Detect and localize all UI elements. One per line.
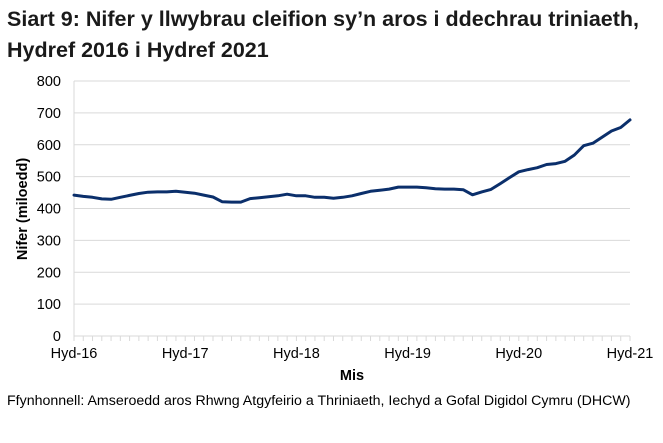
x-tick-label: Hyd-17 — [162, 346, 209, 362]
y-tick-label: 800 — [37, 74, 61, 90]
x-tick-label: Hyd-18 — [273, 346, 320, 362]
x-axis-ticks: Hyd-16 Hyd-17 Hyd-18 Hyd-19 Hyd-20 Hyd-21 — [51, 336, 654, 362]
y-axis-ticks: 0 100 200 300 400 500 600 700 800 — [37, 74, 61, 345]
y-axis-label: Nifer (miloedd) — [15, 158, 31, 260]
data-line — [72, 118, 632, 204]
source-note: Ffynhonnell: Amseroedd aros Rhwng Atgyfe… — [7, 393, 631, 409]
y-tick-label: 200 — [37, 265, 61, 281]
x-tick-label: Hyd-21 — [607, 346, 654, 362]
y-tick-label: 300 — [37, 233, 61, 249]
x-tick-label: Hyd-20 — [495, 346, 542, 362]
y-tick-label: 100 — [37, 297, 61, 313]
x-tick-label: Hyd-19 — [384, 346, 431, 362]
x-tick-label: Hyd-16 — [51, 346, 98, 362]
y-tick-label: 0 — [53, 329, 61, 345]
chart-title: Siart 9: Nifer y llwybrau cleifion sy’n … — [7, 7, 640, 62]
x-axis-label: Mis — [340, 368, 364, 384]
gridlines — [73, 80, 630, 341]
y-tick-label: 700 — [37, 106, 61, 122]
y-tick-label: 500 — [37, 170, 61, 186]
y-tick-label: 600 — [37, 138, 61, 154]
y-tick-label: 400 — [37, 202, 61, 218]
